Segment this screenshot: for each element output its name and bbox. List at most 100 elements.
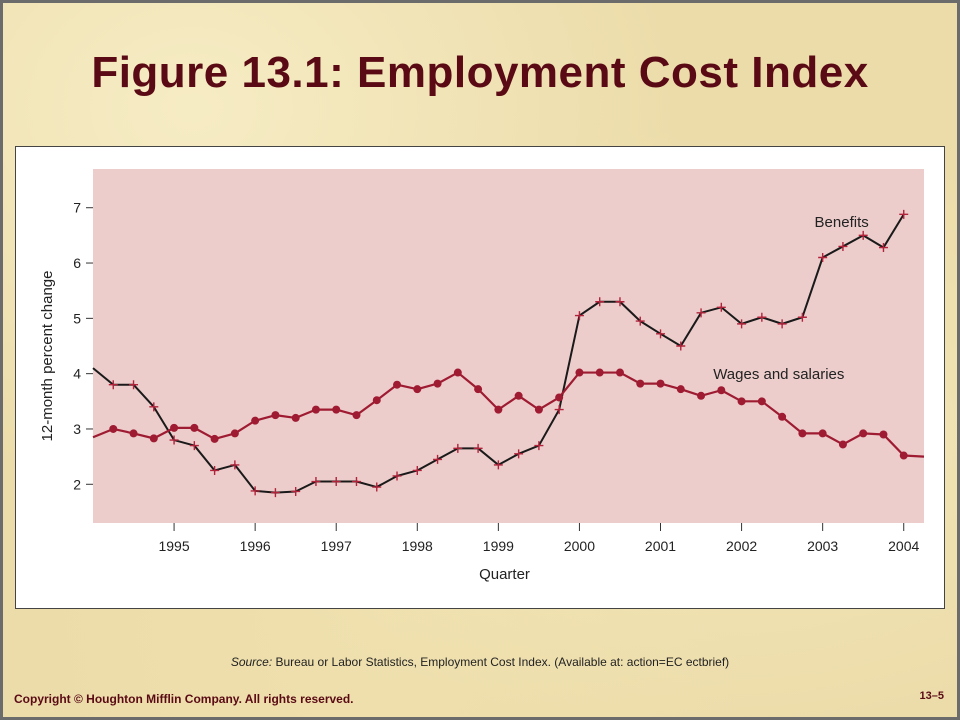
wages-point	[109, 424, 118, 433]
benefits-point	[534, 441, 544, 451]
benefits-point	[230, 460, 240, 470]
slide-title: Figure 13.1: Employment Cost Index	[91, 48, 869, 97]
wages-point	[636, 379, 645, 388]
x-axis-title: Quarter	[479, 566, 530, 583]
benefits-point	[656, 329, 666, 339]
wages-point	[859, 429, 868, 438]
wages-point	[838, 440, 847, 449]
x-tick-label: 1998	[402, 538, 433, 554]
benefits-point	[838, 241, 848, 251]
wages-point	[291, 413, 300, 422]
benefits-point	[818, 253, 828, 262]
wages-point	[534, 405, 543, 414]
x-tick-label: 1995	[158, 538, 189, 554]
benefits-point	[351, 477, 361, 487]
benefits-point	[311, 477, 321, 487]
y-tick-label: 5	[73, 310, 81, 326]
source-text: Bureau or Labor Statistics, Employment C…	[272, 655, 730, 669]
wages-point	[656, 379, 665, 388]
benefits-point	[412, 465, 422, 475]
wages-point	[555, 393, 564, 402]
y-tick-label: 7	[73, 200, 81, 216]
benefits-point	[372, 482, 382, 492]
wages-point	[170, 423, 179, 432]
wages-point	[332, 405, 341, 414]
wages-point	[757, 397, 766, 406]
wages-point	[393, 380, 402, 389]
wages-point	[453, 368, 462, 377]
benefits-point	[777, 319, 787, 329]
benefits-point	[737, 319, 747, 329]
benefits-point	[878, 243, 888, 253]
employment-cost-index-chart: 2 3 4 5 6 7 1995 1996 1997 1998 1999 2000 2001 2002 20…	[39, 169, 925, 583]
x-tick-label: 2001	[645, 538, 676, 554]
wages-point	[879, 430, 888, 439]
benefits-point	[493, 460, 503, 470]
wages-point	[899, 451, 908, 460]
x-tick-label: 2002	[726, 538, 757, 554]
x-tick-label: 2003	[807, 538, 838, 554]
wages-point	[494, 405, 503, 414]
wages-point	[474, 385, 483, 394]
y-tick-label: 4	[73, 366, 81, 382]
wages-point	[737, 397, 746, 406]
wages-point	[575, 368, 584, 377]
wages-point	[372, 396, 381, 405]
y-tick-label: 3	[73, 421, 81, 437]
benefits-point	[574, 311, 584, 321]
wages-point	[413, 385, 422, 394]
wages-point	[251, 416, 260, 425]
benefits-point	[514, 449, 524, 459]
wages-point	[615, 368, 624, 377]
wages-point	[129, 429, 138, 438]
benefits-point	[392, 471, 402, 481]
benefits-point	[250, 486, 260, 496]
plot-area	[93, 169, 924, 523]
chart-panel: 2 3 4 5 6 7 1995 1996 1997 1998 1999 2000 2001 2002 20…	[15, 146, 945, 609]
benefits-point	[291, 486, 301, 496]
benefits-point	[169, 435, 179, 445]
slide-number: 13–5	[919, 690, 944, 702]
wages-point	[778, 412, 787, 421]
benefits-point	[635, 316, 645, 326]
wages-point	[433, 379, 442, 388]
wages-point	[210, 434, 219, 443]
benefits-point	[453, 443, 463, 453]
benefits-point	[676, 341, 686, 351]
benefits-point	[473, 443, 483, 453]
benefits-point	[210, 465, 220, 475]
benefits-point	[189, 441, 199, 451]
y-tick-label: 2	[73, 476, 81, 492]
wages-point	[230, 429, 239, 438]
benefits-point	[696, 308, 706, 318]
benefits-point	[797, 312, 807, 322]
benefits-label: Benefits	[815, 214, 869, 231]
wages-point	[311, 405, 320, 414]
wages-point	[818, 429, 827, 438]
benefits-point	[858, 230, 868, 240]
wages-point	[717, 386, 726, 395]
benefits-point	[554, 405, 564, 415]
wages-point	[149, 434, 158, 443]
benefits-point	[899, 209, 909, 219]
benefits-point	[149, 402, 159, 412]
benefits-point	[331, 477, 341, 487]
wages-point	[697, 391, 706, 400]
benefits-point	[270, 488, 280, 498]
y-tick-label: 6	[73, 255, 81, 271]
y-axis-title: 12-month percent change	[39, 271, 56, 442]
benefits-point	[129, 380, 139, 390]
copyright-notice: Copyright © Houghton Mifflin Company. Al…	[14, 692, 354, 706]
x-tick-label: 1997	[321, 538, 352, 554]
wages-label: Wages and salaries	[713, 366, 844, 383]
x-tick-label: 2000	[564, 538, 595, 554]
wages-point	[352, 411, 361, 420]
benefits-point	[108, 380, 118, 390]
wages-point	[271, 411, 280, 420]
wages-point	[676, 385, 685, 394]
source-note: Source: Bureau or Labor Statistics, Empl…	[0, 655, 960, 669]
benefits-point	[433, 454, 443, 464]
x-tick-label: 2004	[888, 538, 919, 554]
x-tick-label: 1996	[240, 538, 271, 554]
